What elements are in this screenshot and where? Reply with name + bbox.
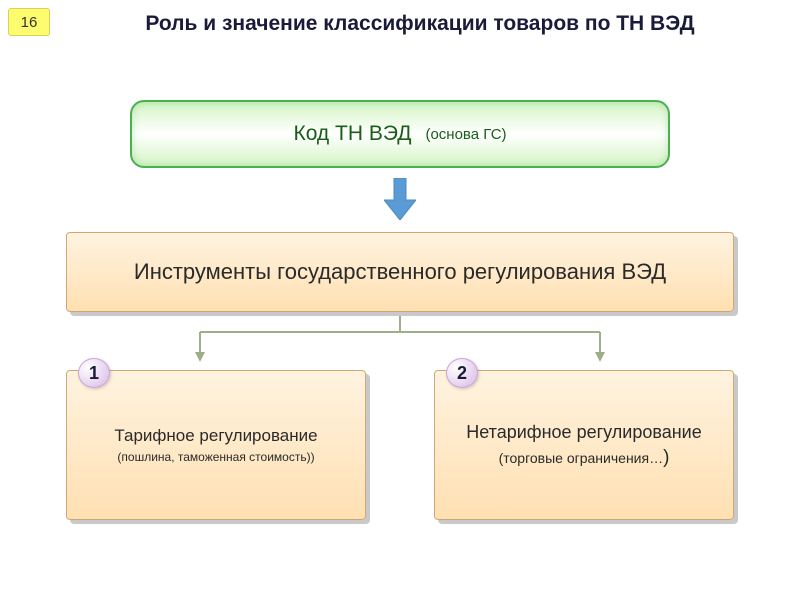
arrow-down-icon (384, 178, 416, 220)
branch-nontariff-main: Нетарифное регулирование (466, 420, 701, 444)
branch-box-tariff: Тарифное регулирование (пошлина, таможен… (66, 370, 366, 520)
instruments-box: Инструменты государственного регулирован… (66, 232, 734, 312)
number-badge-2: 2 (446, 358, 478, 388)
code-box-sub: (основа ГС) (425, 126, 506, 143)
instruments-text: Инструменты государственного регулирован… (134, 257, 666, 288)
slide-number: 16 (8, 8, 50, 36)
branch-nontariff-sub: (торговые ограничения…) (499, 446, 670, 471)
branch-box-nontariff: Нетарифное регулирование (торговые огран… (434, 370, 734, 520)
code-box-main: Код ТН ВЭД (293, 122, 411, 146)
branch-nontariff-sub-prefix: (торговые ограничения… (499, 450, 663, 466)
branch-tariff-sub: (пошлина, таможенная стоимость)) (117, 450, 314, 466)
number-badge-1: 1 (78, 358, 110, 388)
slide-title: Роль и значение классификации товаров по… (80, 10, 760, 37)
branch-tariff-main: Тарифное регулирование (114, 425, 317, 448)
branch-nontariff-sub-close: ) (663, 447, 669, 468)
code-box: Код ТН ВЭД (основа ГС) (130, 100, 670, 168)
split-connector-icon (140, 316, 660, 362)
